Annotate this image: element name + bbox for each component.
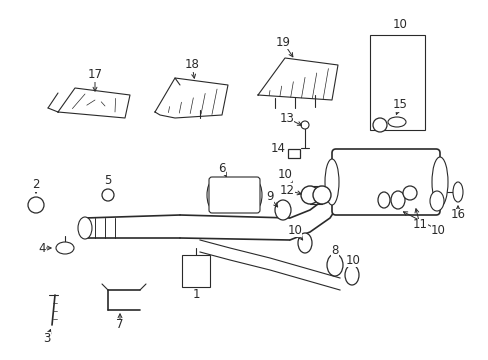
Ellipse shape (431, 157, 447, 207)
Text: 16: 16 (449, 208, 465, 221)
FancyBboxPatch shape (331, 149, 439, 215)
Text: 1: 1 (192, 288, 199, 302)
Text: 6: 6 (218, 162, 225, 175)
Text: 2: 2 (32, 179, 40, 192)
Circle shape (102, 189, 114, 201)
Bar (287, 149, 299, 158)
Ellipse shape (251, 182, 262, 208)
Ellipse shape (206, 182, 217, 208)
Text: 10: 10 (429, 224, 445, 237)
Ellipse shape (56, 242, 74, 254)
Text: 12: 12 (279, 184, 294, 197)
Text: 5: 5 (104, 174, 111, 186)
Polygon shape (258, 58, 337, 100)
Text: 18: 18 (184, 58, 199, 72)
Bar (369, 35, 424, 130)
Text: 4: 4 (38, 242, 46, 255)
Text: 10: 10 (287, 224, 302, 237)
Circle shape (402, 186, 416, 200)
Bar (182, 255, 209, 287)
Circle shape (372, 118, 386, 132)
Text: 15: 15 (392, 99, 407, 112)
Text: 9: 9 (265, 190, 273, 203)
Text: 19: 19 (275, 36, 290, 49)
Polygon shape (58, 88, 130, 118)
Ellipse shape (274, 200, 290, 220)
Text: 14: 14 (270, 141, 285, 154)
Text: 11: 11 (412, 219, 427, 231)
Text: 3: 3 (43, 332, 51, 345)
FancyBboxPatch shape (208, 177, 260, 213)
Ellipse shape (297, 233, 311, 253)
Ellipse shape (78, 217, 92, 239)
Ellipse shape (325, 159, 338, 205)
Text: 8: 8 (331, 243, 338, 256)
Text: 7: 7 (116, 319, 123, 332)
Polygon shape (155, 78, 227, 118)
Text: 17: 17 (87, 68, 102, 81)
Ellipse shape (326, 254, 342, 276)
Ellipse shape (345, 265, 358, 285)
Ellipse shape (377, 192, 389, 208)
Circle shape (301, 186, 318, 204)
Text: 10: 10 (345, 253, 360, 266)
Text: 13: 13 (279, 112, 294, 125)
Text: 10: 10 (277, 168, 292, 181)
Circle shape (301, 121, 308, 129)
Ellipse shape (387, 117, 405, 127)
Ellipse shape (390, 191, 404, 209)
Ellipse shape (429, 191, 443, 211)
Circle shape (312, 186, 330, 204)
Circle shape (28, 197, 44, 213)
Ellipse shape (452, 182, 462, 202)
Text: 10: 10 (392, 18, 407, 31)
